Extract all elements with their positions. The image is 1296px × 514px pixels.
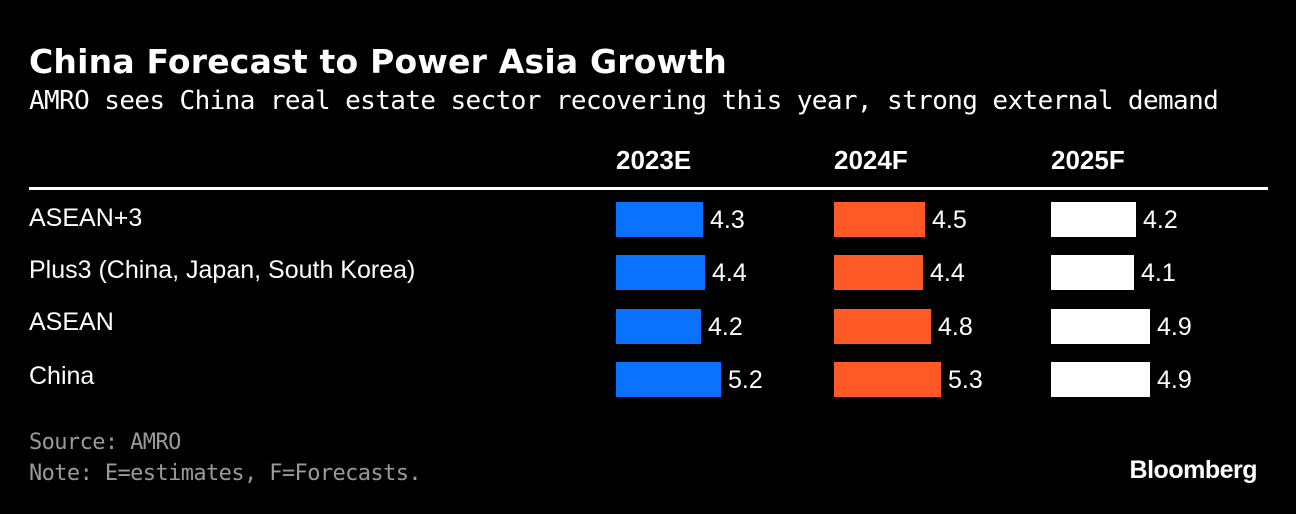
value-label-2023e-row-2: 4.4 <box>712 259 747 287</box>
chart-title: China Forecast to Power Asia Growth <box>29 42 728 81</box>
bar-2023e-row-1 <box>616 202 703 237</box>
column-header-2024f: 2024F <box>834 145 908 175</box>
bar-2023e-row-4 <box>616 362 721 397</box>
value-label-2025f-row-3: 4.9 <box>1157 313 1192 341</box>
row-label-asean: ASEAN <box>29 308 114 336</box>
bar-2025f-row-3 <box>1051 309 1150 344</box>
bar-2025f-row-1 <box>1051 202 1136 237</box>
value-label-2023e-row-1: 4.3 <box>710 206 745 234</box>
footnote: Note: E=estimates, F=Forecasts. <box>29 461 422 486</box>
value-label-2024f-row-1: 4.5 <box>932 206 967 234</box>
bar-2024f-row-4 <box>834 362 941 397</box>
value-label-2024f-row-2: 4.4 <box>930 259 965 287</box>
bar-2023e-row-2 <box>616 255 705 290</box>
column-header-2025f: 2025F <box>1051 145 1125 175</box>
source-note: Source: AMRO <box>29 430 181 455</box>
bar-2025f-row-4 <box>1051 362 1150 397</box>
value-label-2024f-row-3: 4.8 <box>938 313 973 341</box>
bar-2024f-row-1 <box>834 202 925 237</box>
value-label-2025f-row-2: 4.1 <box>1141 259 1176 287</box>
row-label-china: China <box>29 362 95 390</box>
value-label-2024f-row-4: 5.3 <box>948 366 983 394</box>
value-label-2023e-row-4: 5.2 <box>728 366 763 394</box>
column-header-2023e: 2023E <box>616 145 692 175</box>
header-divider <box>29 187 1268 190</box>
value-label-2025f-row-4: 4.9 <box>1157 366 1192 394</box>
bloomberg-logo: Bloomberg <box>1129 456 1258 484</box>
bar-2025f-row-2 <box>1051 255 1134 290</box>
row-label-plus3: Plus3 (China, Japan, South Korea) <box>29 256 416 284</box>
bar-2024f-row-2 <box>834 255 923 290</box>
chart-subtitle: AMRO sees China real estate sector recov… <box>29 86 1219 116</box>
bar-2024f-row-3 <box>834 309 931 344</box>
bar-2023e-row-3 <box>616 309 701 344</box>
value-label-2025f-row-1: 4.2 <box>1143 206 1178 234</box>
value-label-2023e-row-3: 4.2 <box>708 313 743 341</box>
row-label-asean-plus3: ASEAN+3 <box>29 204 143 232</box>
